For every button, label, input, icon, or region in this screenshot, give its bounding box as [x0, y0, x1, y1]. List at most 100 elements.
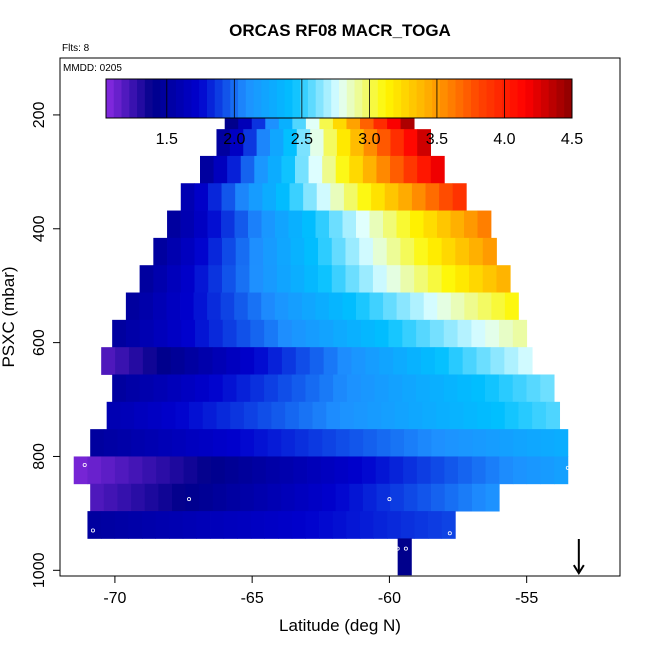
heatmap-cell: [180, 265, 195, 293]
heatmap-layer: [73, 100, 569, 576]
heatmap-cell: [153, 265, 168, 293]
heatmap-cell: [189, 401, 204, 430]
heatmap-cell: [285, 401, 300, 430]
heatmap-cell: [458, 429, 473, 457]
colorbar-swatch: [331, 79, 340, 118]
heatmap-cell: [348, 456, 363, 485]
heatmap-cell: [131, 429, 146, 457]
colorbar-swatch: [168, 79, 177, 118]
heatmap-cell: [319, 374, 334, 403]
heatmap-cell: [477, 292, 492, 321]
heatmap-cell: [402, 319, 417, 348]
sample-marker: [90, 528, 95, 533]
colorbar-swatch: [339, 79, 348, 118]
heatmap-cell: [349, 429, 364, 457]
heatmap-cell: [452, 183, 467, 211]
heatmap-cell: [267, 155, 282, 184]
heatmap-cell: [343, 183, 358, 211]
heatmap-cell: [291, 374, 306, 403]
heatmap-cell: [312, 401, 327, 430]
colorbar-swatch: [533, 79, 542, 118]
heatmap-cell: [335, 155, 350, 184]
flights-annotation: Flts: 8: [62, 43, 90, 54]
heatmap-cell: [340, 401, 355, 430]
heatmap-cell: [172, 429, 187, 457]
heatmap-cell: [270, 129, 284, 157]
heatmap-cell: [540, 429, 555, 457]
heatmap-cell: [237, 511, 252, 539]
heatmap-cell: [400, 237, 415, 266]
heatmap-cell: [554, 429, 569, 457]
heatmap-cell: [274, 292, 289, 321]
heatmap-cell: [172, 483, 187, 512]
colorbar-tick-label: 4.0: [493, 131, 515, 148]
colorbar-swatch: [113, 79, 123, 118]
heatmap-cell: [437, 292, 452, 321]
heatmap-cell: [526, 456, 541, 485]
heatmap-cell: [152, 292, 167, 321]
heatmap-cell: [377, 129, 391, 157]
colorbar-swatch: [222, 79, 231, 118]
heatmap-cell: [423, 292, 438, 321]
heatmap-cell: [254, 347, 269, 375]
heatmap-cell: [449, 401, 464, 430]
heatmap-cell: [431, 429, 446, 457]
heatmap-cell: [323, 347, 338, 375]
heatmap-cell: [208, 265, 223, 293]
heatmap-cell: [310, 129, 324, 157]
heatmap-cell: [504, 347, 519, 375]
heatmap-cell: [463, 401, 478, 430]
heatmap-cell: [283, 129, 298, 157]
heatmap-cell: [512, 319, 528, 348]
heatmap-cell: [167, 265, 182, 293]
heatmap-cell: [114, 511, 129, 539]
heatmap-cell: [169, 456, 184, 485]
heatmap-cell: [416, 456, 431, 485]
heatmap-cell: [526, 374, 541, 403]
heatmap-cell: [331, 237, 346, 266]
heatmap-cell: [545, 401, 561, 430]
heatmap-cell: [240, 155, 255, 184]
heatmap-cell: [420, 347, 436, 375]
heatmap-cell: [144, 429, 159, 457]
heatmap-cell: [359, 511, 374, 539]
heatmap-cell: [403, 456, 418, 485]
heatmap-cell: [400, 265, 415, 293]
heatmap-cell: [158, 483, 173, 512]
heatmap-cell: [298, 401, 313, 430]
heatmap-cell: [463, 210, 478, 239]
heatmap-cell: [302, 210, 316, 239]
heatmap-cell: [383, 292, 398, 321]
heatmap-cell: [185, 483, 200, 512]
heatmap-cell: [305, 511, 320, 539]
heatmap-cell: [540, 456, 555, 485]
heatmap-cell: [131, 483, 146, 512]
heatmap-cell: [393, 347, 408, 375]
heatmap-cell: [264, 319, 279, 348]
heatmap-cell: [112, 374, 127, 403]
heatmap-cell: [376, 429, 391, 457]
heatmap-row: [216, 129, 431, 157]
heatmap-row: [125, 292, 519, 321]
heatmap-cell: [369, 210, 384, 239]
heatmap-cell: [439, 183, 454, 211]
colorbar-swatch: [292, 79, 301, 118]
colorbar-tick-label: 1.5: [156, 131, 178, 148]
heatmap-cell: [226, 347, 241, 375]
heatmap-cell: [315, 210, 330, 239]
heatmap-cell: [101, 347, 116, 375]
heatmap-cell: [390, 155, 404, 184]
heatmap-cell: [349, 155, 364, 184]
heatmap-cell: [430, 155, 445, 184]
heatmap-cell: [455, 265, 470, 293]
heatmap-cell: [156, 347, 172, 375]
heatmap-cell: [431, 483, 446, 512]
heatmap-cell: [240, 483, 255, 512]
heatmap-cell: [417, 129, 431, 157]
heatmap-cell: [267, 429, 282, 457]
heatmap-cell: [448, 347, 464, 375]
heatmap-cell: [296, 129, 311, 157]
heatmap-cell: [194, 210, 208, 239]
heatmap-cell: [333, 319, 348, 348]
heatmap-cell: [180, 237, 195, 266]
